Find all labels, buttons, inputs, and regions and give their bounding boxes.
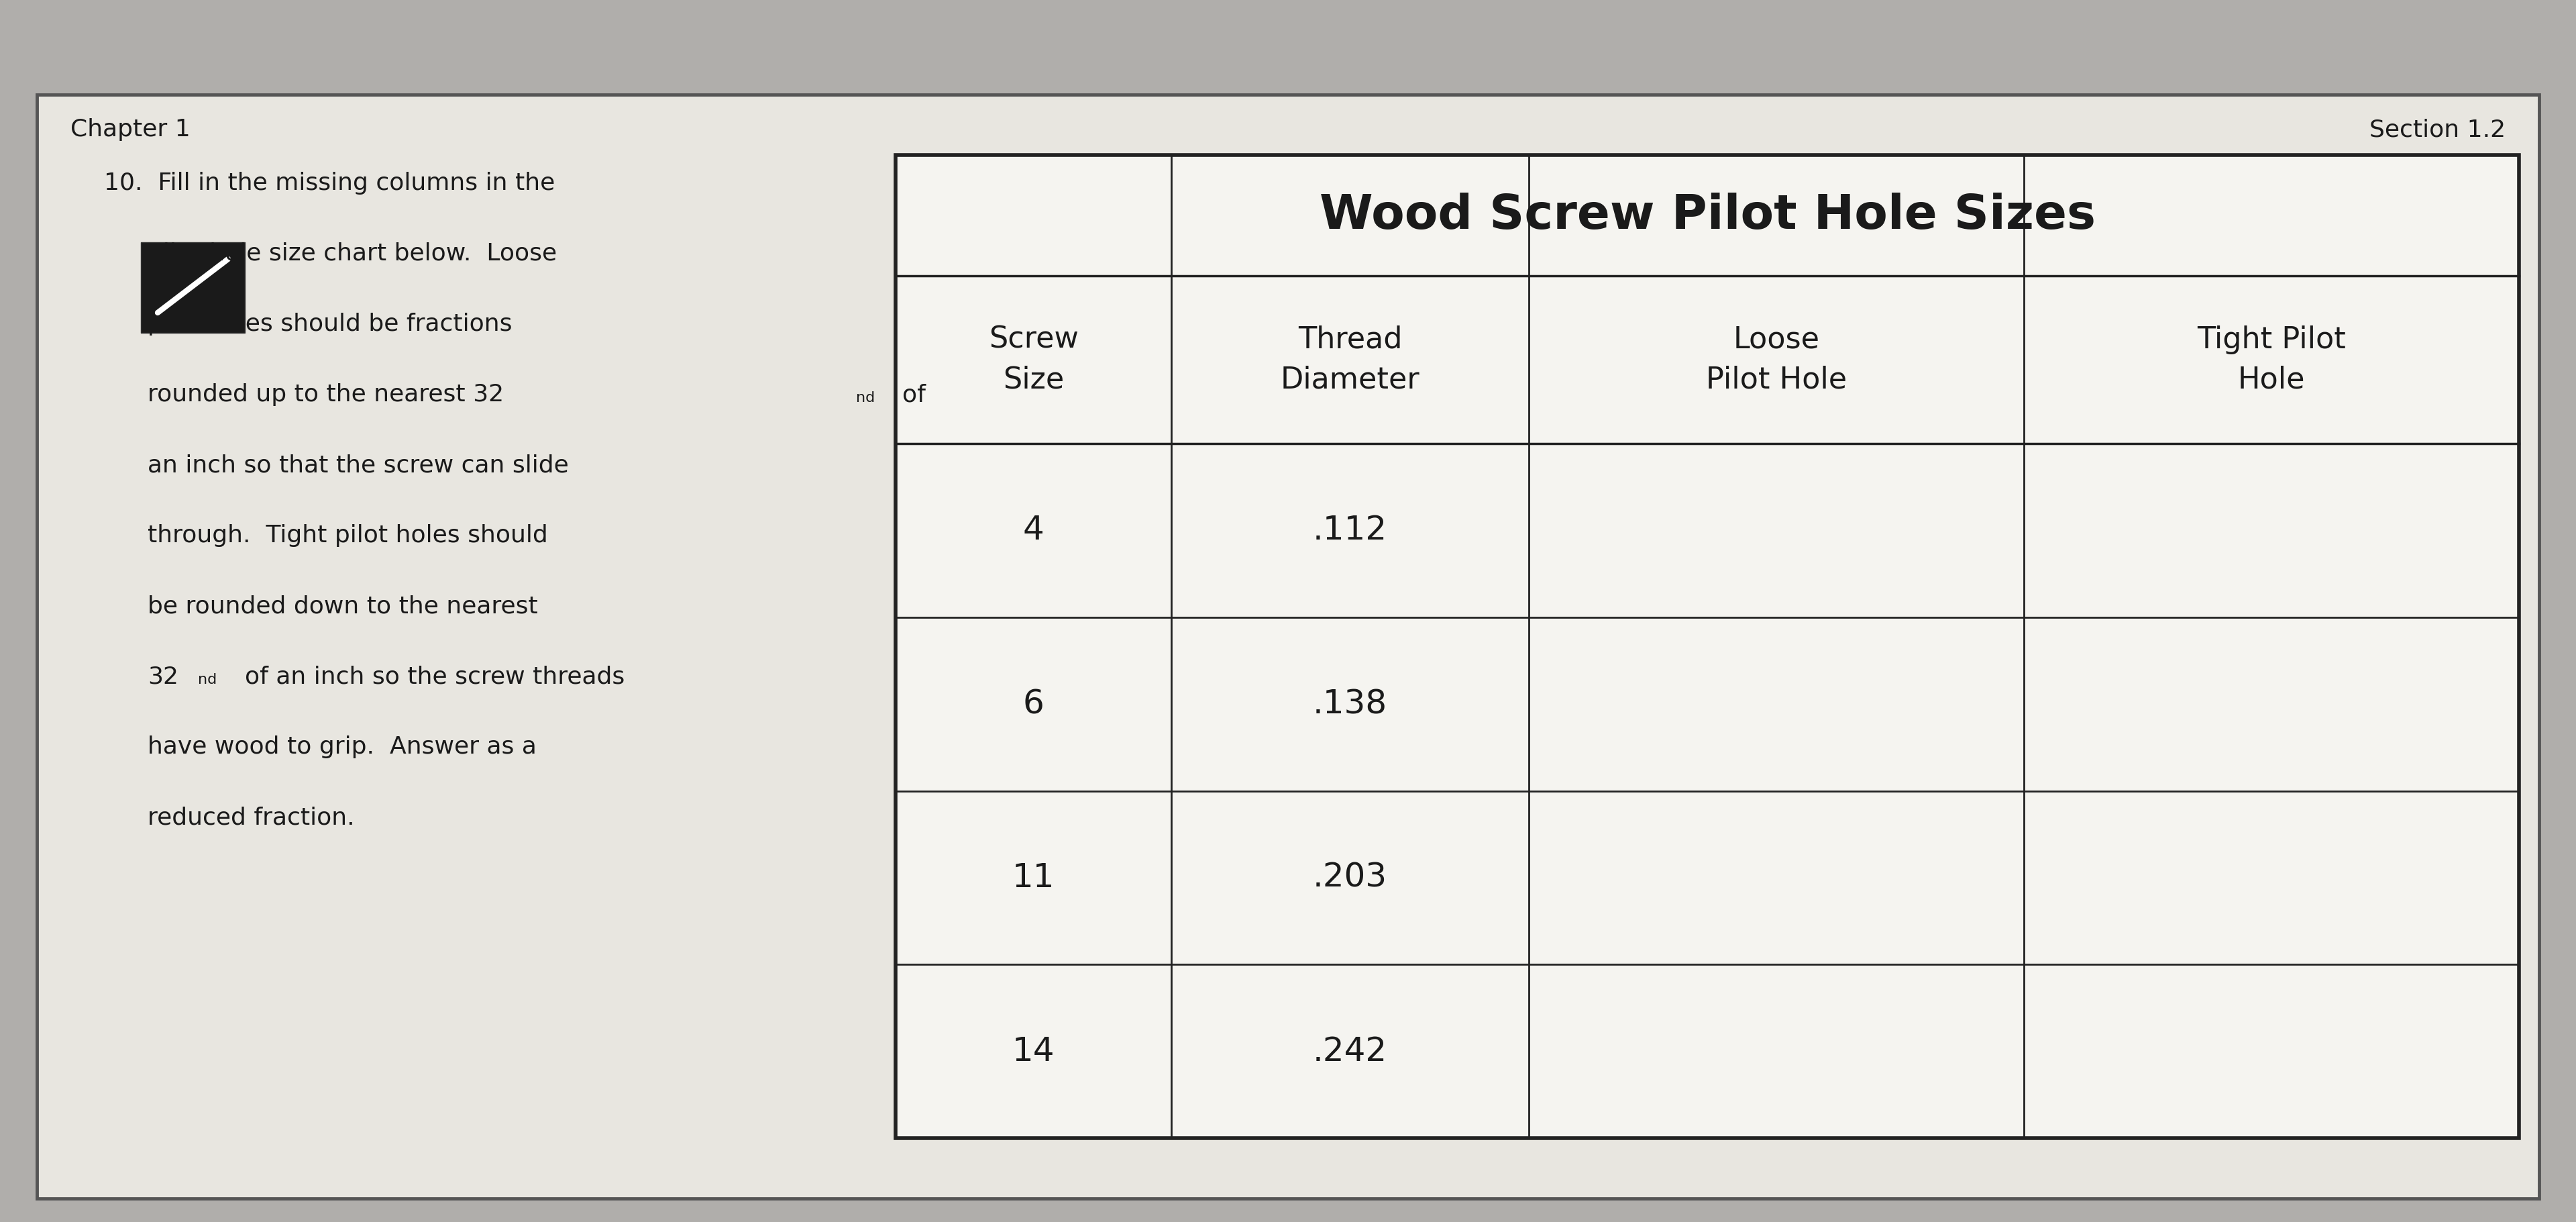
Text: Tight Pilot
Hole: Tight Pilot Hole — [2197, 325, 2347, 395]
Text: .138: .138 — [1314, 688, 1388, 720]
Text: Thread
Diameter: Thread Diameter — [1280, 325, 1419, 395]
Text: Chapter 1: Chapter 1 — [70, 119, 191, 141]
FancyBboxPatch shape — [896, 155, 2519, 1138]
Text: pilot holes should be fractions: pilot holes should be fractions — [147, 313, 513, 336]
Text: pilot-hole size chart below.  Loose: pilot-hole size chart below. Loose — [147, 242, 556, 265]
Text: rounded up to the nearest 32: rounded up to the nearest 32 — [147, 384, 505, 406]
Text: through.  Tight pilot holes should: through. Tight pilot holes should — [147, 524, 549, 547]
Text: 6: 6 — [1023, 688, 1043, 720]
Text: Wood Screw Pilot Hole Sizes: Wood Screw Pilot Hole Sizes — [1319, 192, 2094, 238]
FancyBboxPatch shape — [142, 242, 245, 332]
FancyBboxPatch shape — [36, 94, 2540, 1199]
Text: .242: .242 — [1314, 1035, 1388, 1067]
Text: Section 1.2: Section 1.2 — [2370, 119, 2506, 141]
Text: Screw
Size: Screw Size — [989, 325, 1079, 395]
Text: .112: .112 — [1314, 514, 1388, 546]
Text: 11: 11 — [1012, 862, 1054, 893]
Text: be rounded down to the nearest: be rounded down to the nearest — [147, 595, 538, 617]
Text: 32: 32 — [147, 665, 178, 688]
Text: 14: 14 — [1012, 1035, 1054, 1067]
Text: .203: .203 — [1314, 862, 1388, 893]
Text: of: of — [886, 384, 925, 406]
Text: of an inch so the screw threads: of an inch so the screw threads — [229, 665, 626, 688]
Text: have wood to grip.  Answer as a: have wood to grip. Answer as a — [147, 736, 536, 759]
Text: reduced fraction.: reduced fraction. — [147, 807, 355, 829]
Text: 10.  Fill in the missing columns in the: 10. Fill in the missing columns in the — [103, 172, 554, 194]
Text: Loose
Pilot Hole: Loose Pilot Hole — [1705, 325, 1847, 395]
Text: nd: nd — [198, 673, 216, 687]
Text: 4: 4 — [1023, 514, 1043, 546]
Text: nd: nd — [855, 391, 876, 404]
Text: an inch so that the screw can slide: an inch so that the screw can slide — [147, 453, 569, 477]
